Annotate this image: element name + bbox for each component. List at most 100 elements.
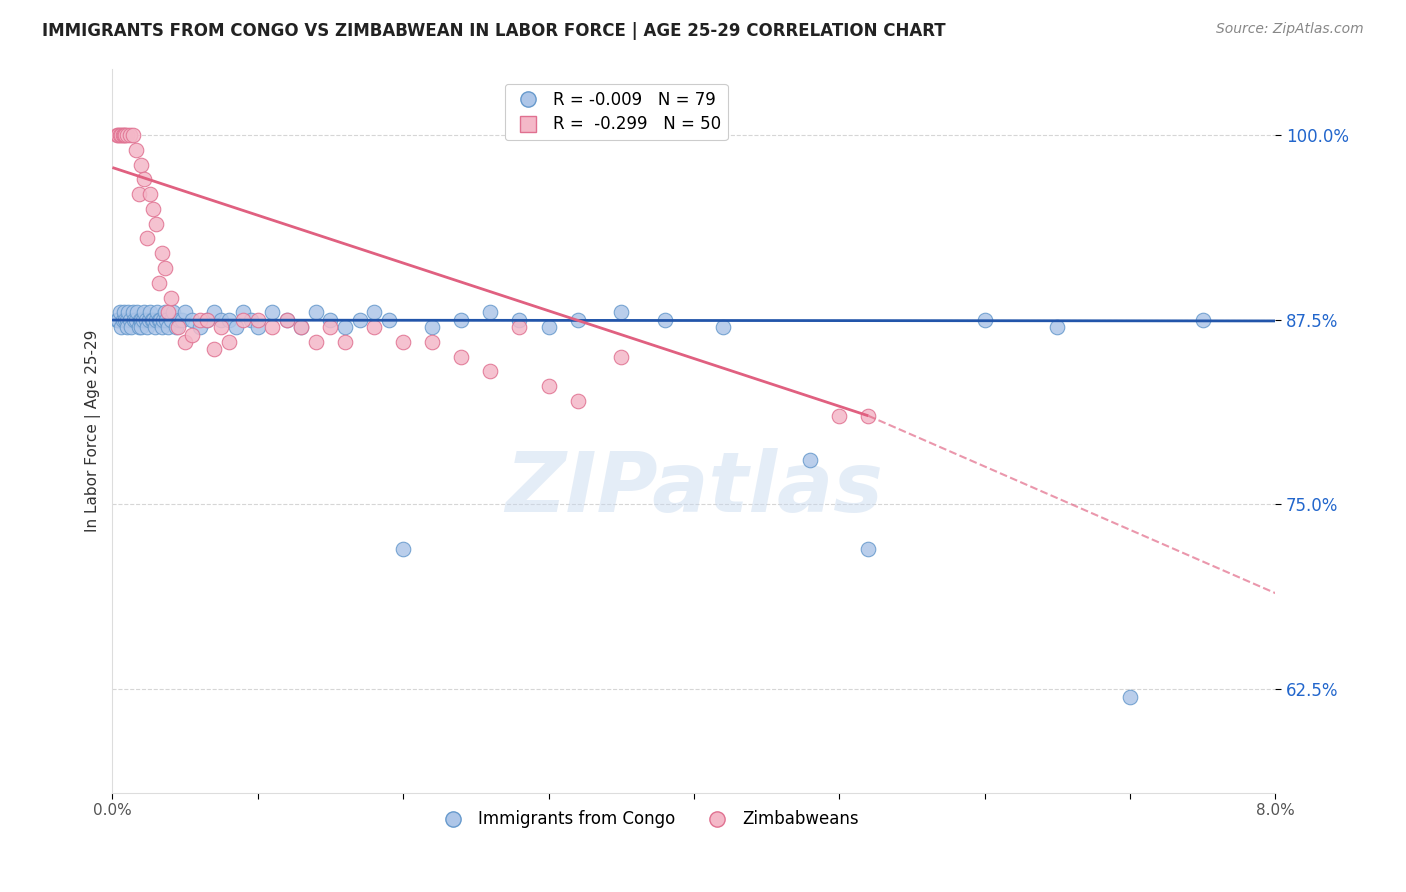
Point <box>290 320 312 334</box>
Point <box>145 312 167 326</box>
Point <box>150 320 173 334</box>
Point <box>319 320 342 334</box>
Point <box>537 320 560 334</box>
Point <box>181 327 204 342</box>
Point <box>262 305 284 319</box>
Point <box>305 305 328 319</box>
Point <box>142 202 165 216</box>
Point <box>136 231 159 245</box>
Point <box>121 305 143 319</box>
Point <box>115 320 138 334</box>
Y-axis label: In Labor Force | Age 25-29: In Labor Force | Age 25-29 <box>86 329 101 532</box>
Point <box>108 128 131 142</box>
Point <box>148 276 170 290</box>
Point <box>110 128 132 142</box>
Point <box>174 334 197 349</box>
Point <box>276 312 298 326</box>
Point <box>132 312 155 326</box>
Point <box>377 312 399 326</box>
Point <box>450 350 472 364</box>
Point <box>129 312 152 326</box>
Point <box>150 246 173 260</box>
Point <box>305 334 328 349</box>
Point <box>363 305 385 319</box>
Point <box>139 187 162 202</box>
Point <box>1119 690 1142 704</box>
Point <box>567 394 589 409</box>
Point <box>188 320 211 334</box>
Point <box>858 409 880 423</box>
Point <box>141 312 163 326</box>
Text: Source: ZipAtlas.com: Source: ZipAtlas.com <box>1216 22 1364 37</box>
Legend: Immigrants from Congo, Zimbabweans: Immigrants from Congo, Zimbabweans <box>430 804 865 835</box>
Point <box>121 128 143 142</box>
Point <box>172 312 194 326</box>
Text: IMMIGRANTS FROM CONGO VS ZIMBABWEAN IN LABOR FORCE | AGE 25-29 CORRELATION CHART: IMMIGRANTS FROM CONGO VS ZIMBABWEAN IN L… <box>42 22 946 40</box>
Point <box>120 320 142 334</box>
Point <box>156 320 179 334</box>
Point <box>363 320 385 334</box>
Point <box>111 312 134 326</box>
Point <box>136 320 159 334</box>
Point <box>276 312 298 326</box>
Point <box>188 312 211 326</box>
Point <box>654 312 676 326</box>
Point <box>128 187 150 202</box>
Point <box>117 305 139 319</box>
Point <box>118 128 141 142</box>
Point <box>232 305 254 319</box>
Point <box>105 128 128 142</box>
Point <box>107 312 129 326</box>
Point <box>118 312 141 326</box>
Point <box>115 312 138 326</box>
Point <box>479 305 502 319</box>
Point <box>162 305 184 319</box>
Point <box>246 320 269 334</box>
Point <box>155 312 177 326</box>
Point <box>610 350 633 364</box>
Point <box>166 320 188 334</box>
Point <box>508 320 530 334</box>
Point <box>159 291 181 305</box>
Point <box>112 128 135 142</box>
Text: ZIPatlas: ZIPatlas <box>505 448 883 529</box>
Point <box>218 334 240 349</box>
Point <box>239 312 262 326</box>
Point <box>232 312 254 326</box>
Point <box>479 364 502 378</box>
Point <box>135 312 157 326</box>
Point <box>973 312 995 326</box>
Point <box>131 312 153 326</box>
Point <box>159 312 181 326</box>
Point <box>333 334 356 349</box>
Point <box>110 320 132 334</box>
Point <box>195 312 218 326</box>
Point <box>145 217 167 231</box>
Point <box>711 320 734 334</box>
Point <box>392 541 415 556</box>
Point <box>209 312 232 326</box>
Point <box>148 312 170 326</box>
Point <box>111 128 134 142</box>
Point <box>420 334 443 349</box>
Point <box>225 320 247 334</box>
Point <box>349 312 371 326</box>
Point <box>128 320 150 334</box>
Point <box>174 305 197 319</box>
Point <box>333 320 356 334</box>
Point <box>209 320 232 334</box>
Point <box>124 143 146 157</box>
Point <box>202 305 225 319</box>
Point <box>319 312 342 326</box>
Point <box>152 312 174 326</box>
Point <box>134 172 156 186</box>
Point <box>142 312 165 326</box>
Point <box>195 312 218 326</box>
Point <box>131 158 153 172</box>
Point <box>107 128 129 142</box>
Point <box>134 305 156 319</box>
Point <box>858 541 880 556</box>
Point <box>290 320 312 334</box>
Point <box>392 334 415 349</box>
Point <box>127 305 149 319</box>
